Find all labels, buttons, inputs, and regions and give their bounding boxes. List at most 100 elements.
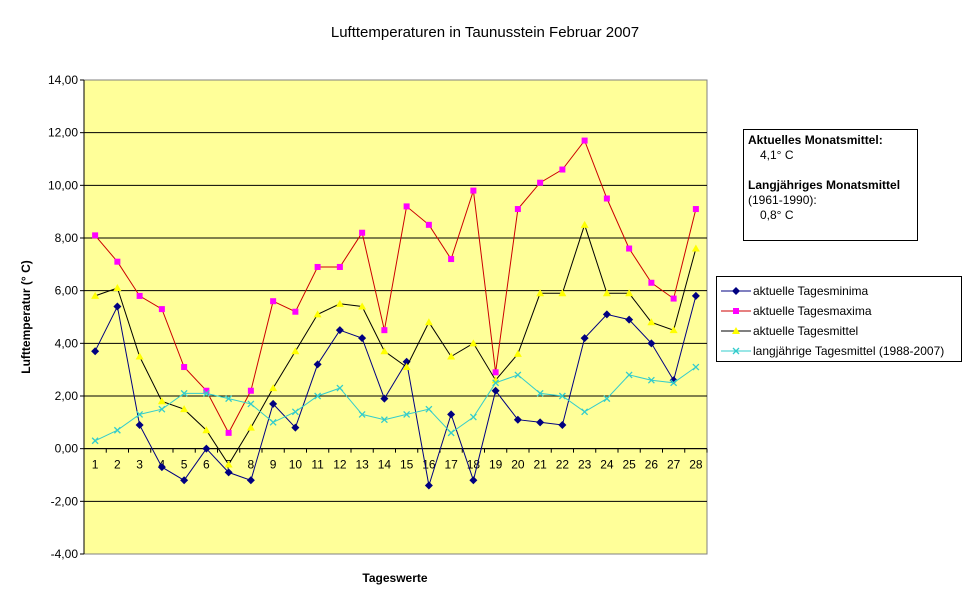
legend-swatch-maxima [721, 308, 751, 314]
data-point [581, 137, 588, 144]
data-point [291, 408, 299, 416]
data-point [157, 463, 166, 472]
y-axis-label: Lufttemperatur (° C) [19, 260, 33, 373]
x-tick-label: 11 [311, 458, 324, 472]
data-point [225, 395, 233, 403]
x-tick-label: 5 [181, 458, 188, 472]
data-point [291, 423, 300, 432]
series-1 [92, 137, 699, 436]
data-point [603, 195, 610, 202]
data-point [224, 460, 233, 468]
data-point [492, 369, 499, 376]
data-point [670, 295, 677, 302]
data-point [91, 437, 99, 445]
data-point [92, 232, 99, 239]
data-point [492, 379, 500, 387]
data-point [314, 263, 321, 270]
data-point [403, 203, 410, 210]
legend-label: aktuelle Tagesmittel [753, 324, 859, 338]
legend-swatch-minima [721, 287, 751, 295]
data-point [269, 399, 278, 408]
data-point [692, 206, 699, 213]
data-point [224, 468, 233, 477]
legend-swatch-mean [721, 327, 751, 334]
y-tick-label: 14,00 [48, 73, 78, 87]
legend-item-minima: aktuelle Tagesminima [717, 281, 961, 301]
data-point [157, 397, 166, 405]
data-point [424, 318, 433, 326]
data-point [225, 429, 232, 436]
data-point [269, 384, 278, 392]
data-point [536, 389, 544, 397]
data-point [425, 221, 432, 228]
x-tick-label: 9 [270, 458, 277, 472]
series-layer [91, 137, 700, 490]
data-point [91, 347, 100, 356]
series-line [94, 366, 697, 442]
data-point [291, 347, 300, 355]
data-point [691, 291, 700, 300]
longterm-mean-label: Langjähriges Monatsmittel [748, 178, 901, 192]
data-point [626, 245, 633, 252]
data-point [292, 308, 299, 315]
legend-item-maxima: aktuelle Tagesmaxima [717, 301, 961, 321]
data-point [447, 410, 456, 419]
x-tick-label: 22 [556, 458, 570, 472]
data-point [425, 405, 433, 413]
x-tick-label: 13 [355, 458, 369, 472]
x-tick-label: 20 [511, 458, 525, 472]
data-point [447, 352, 456, 360]
data-point [158, 306, 165, 313]
data-point [202, 389, 210, 397]
x-tick-label: 28 [689, 458, 703, 472]
data-point [513, 415, 522, 424]
data-point [358, 334, 367, 343]
y-tick-label: -4,00 [51, 547, 79, 561]
data-point [180, 389, 188, 397]
data-point [113, 426, 121, 434]
data-point [625, 315, 634, 324]
data-point [402, 363, 411, 371]
data-point [247, 400, 255, 408]
data-point [670, 379, 678, 387]
data-point [536, 418, 545, 427]
data-point [269, 418, 277, 426]
x-tick-label: 23 [578, 458, 592, 472]
legend-item-mean: aktuelle Tagesmittel [717, 321, 961, 341]
data-point [246, 476, 255, 485]
data-point [335, 299, 344, 307]
y-tick-label: 8,00 [55, 231, 79, 245]
legend-label: langjährige Tagesmittel (1988-2007) [753, 344, 945, 358]
series-line [94, 223, 697, 466]
data-point [447, 429, 455, 437]
data-point [158, 405, 166, 413]
gridlines [84, 132, 707, 502]
data-point [381, 327, 388, 334]
current-mean-value: 4,1° C [760, 148, 794, 162]
data-point [691, 244, 700, 252]
y-axis-ticks: -4,00 -2,00 0,00 2,00 4,00 6,00 8,00 10,00 12,00… [48, 73, 85, 561]
data-point [202, 426, 211, 434]
data-point [469, 413, 477, 421]
data-point [203, 387, 210, 394]
x-tick-label: 2 [114, 458, 121, 472]
series-3 [91, 363, 700, 445]
x-tick-label: 12 [333, 458, 347, 472]
data-point [358, 302, 367, 310]
data-point [247, 387, 254, 394]
x-tick-label: 10 [289, 458, 303, 472]
data-point [335, 326, 344, 335]
data-point [114, 258, 121, 265]
data-point [336, 384, 344, 392]
data-point [469, 339, 478, 347]
data-point [136, 410, 144, 418]
x-tick-label: 18 [467, 458, 481, 472]
data-point [180, 476, 189, 485]
data-point [180, 405, 189, 413]
longterm-mean-value: 0,8° C [760, 208, 794, 222]
series-0 [91, 291, 700, 490]
data-point [136, 292, 143, 299]
x-tick-label: 24 [600, 458, 614, 472]
data-point [559, 166, 566, 173]
